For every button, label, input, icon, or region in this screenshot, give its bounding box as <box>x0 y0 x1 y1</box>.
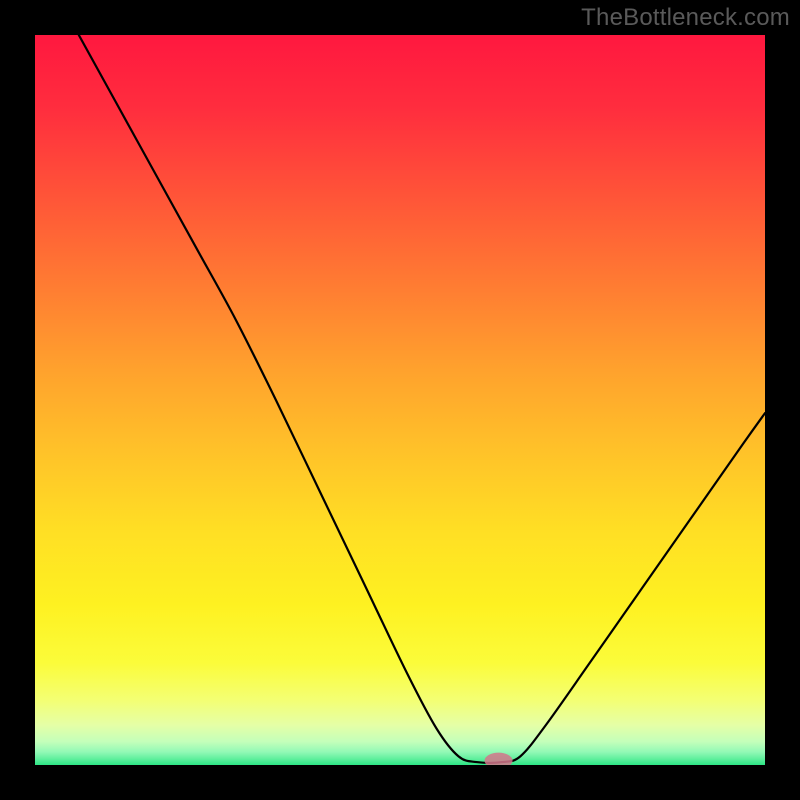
watermark-text: TheBottleneck.com <box>581 4 790 32</box>
chart-svg <box>35 35 765 765</box>
chart-plot-area <box>35 35 765 765</box>
chart-background <box>35 35 765 765</box>
